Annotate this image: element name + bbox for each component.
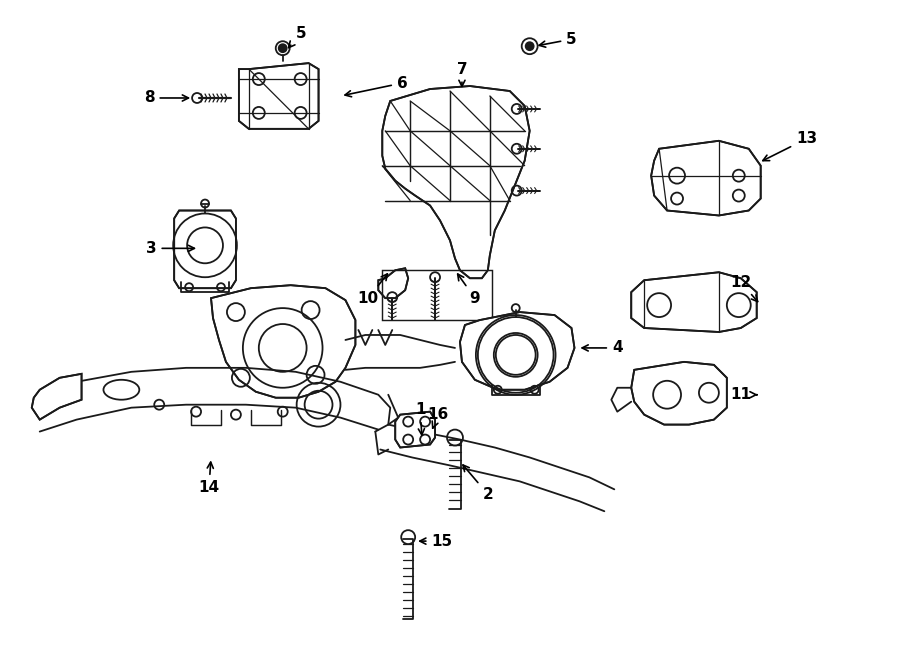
Polygon shape xyxy=(378,268,409,298)
Polygon shape xyxy=(175,210,236,288)
Text: 10: 10 xyxy=(358,274,387,305)
Text: 8: 8 xyxy=(144,91,188,106)
Text: 5: 5 xyxy=(539,32,577,47)
Circle shape xyxy=(526,42,534,50)
Text: 7: 7 xyxy=(456,61,467,87)
Polygon shape xyxy=(652,141,760,215)
Polygon shape xyxy=(382,86,530,278)
Polygon shape xyxy=(395,412,435,447)
Text: 2: 2 xyxy=(463,465,493,502)
Polygon shape xyxy=(32,374,82,420)
Polygon shape xyxy=(460,312,574,390)
Text: 13: 13 xyxy=(763,132,817,161)
Bar xyxy=(382,270,491,320)
Text: 5: 5 xyxy=(289,26,306,48)
Polygon shape xyxy=(238,63,319,129)
Polygon shape xyxy=(211,285,356,398)
Polygon shape xyxy=(631,272,757,332)
Text: 12: 12 xyxy=(730,275,758,301)
Circle shape xyxy=(279,44,287,52)
Polygon shape xyxy=(631,362,727,424)
Text: 3: 3 xyxy=(146,241,194,256)
Text: 4: 4 xyxy=(582,340,623,356)
Text: 9: 9 xyxy=(458,274,481,305)
Text: 1: 1 xyxy=(415,402,426,435)
Text: 16: 16 xyxy=(428,407,449,428)
Text: 6: 6 xyxy=(345,75,408,97)
Text: 14: 14 xyxy=(199,462,220,495)
Text: 11: 11 xyxy=(730,387,757,403)
Text: 15: 15 xyxy=(419,533,453,549)
